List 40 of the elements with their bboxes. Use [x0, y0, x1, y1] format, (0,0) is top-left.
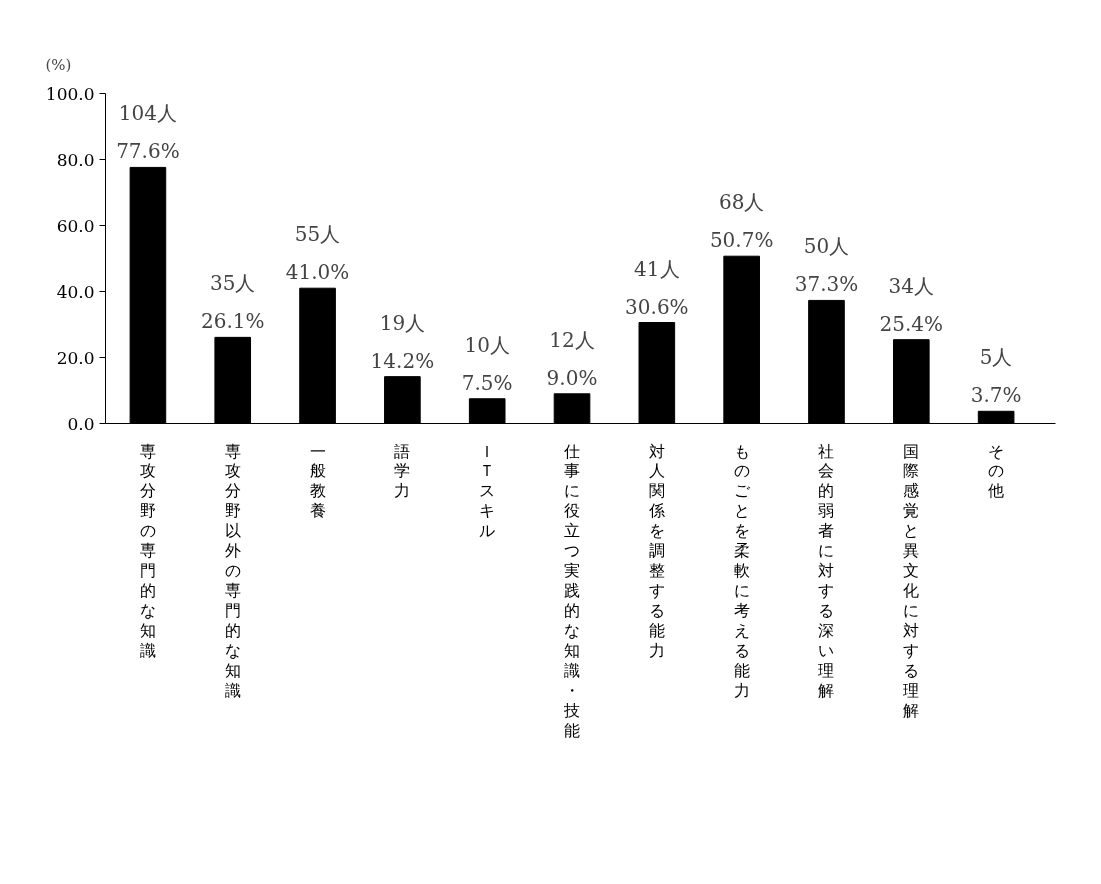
y-tick-label: 0.0 — [67, 413, 95, 434]
data-label: 30.6% — [625, 294, 689, 319]
category-label: 専攻分野以外の専門的な知識 — [224, 441, 241, 700]
annotation: 50人 — [803, 234, 850, 259]
data-label: 50.7% — [709, 228, 774, 253]
y-tick-label: 80.0 — [56, 149, 95, 170]
x-tick-label: 語学力 — [394, 441, 411, 501]
category-label: 対人関係を調整する能力 — [648, 441, 665, 660]
data-label: 9.0% — [546, 365, 598, 390]
annotation: 5人 — [979, 345, 1013, 370]
annotation: 35人 — [210, 271, 256, 296]
annotation: 55人 — [294, 222, 341, 247]
data-label: 37.3% — [794, 272, 859, 297]
x-tick-label: その他 — [988, 441, 1005, 501]
y-tick-label: 60.0 — [56, 215, 95, 236]
data-label: 3.7% — [970, 383, 1022, 408]
data-label: 41.0% — [285, 260, 350, 285]
x-tick-label: 一般教養 — [309, 441, 326, 521]
category-label: 社会的弱者に対する深い理解 — [818, 441, 835, 700]
category-label: 国際感覚と異文化に対する理解 — [903, 441, 920, 720]
annotation: 104人 — [118, 101, 178, 126]
category-label: ものごとを柔軟に考える能力 — [733, 441, 750, 700]
y-tick-label: 100.0 — [45, 83, 95, 104]
y-tick-label: 40.0 — [56, 281, 95, 302]
annotation: 19人 — [379, 310, 426, 335]
annotation: 34人 — [888, 273, 935, 298]
annotation: 41人 — [634, 256, 680, 281]
x-tick-label: ＩＴスキル — [479, 441, 496, 541]
y-tick-label: 20.0 — [56, 347, 95, 368]
annotation: 68人 — [718, 190, 765, 215]
annotation: 12人 — [549, 327, 595, 352]
data-label: 14.2% — [370, 348, 435, 373]
data-label: 25.4% — [879, 311, 944, 336]
data-label: 7.5% — [461, 370, 513, 395]
data-label: 77.6% — [116, 139, 180, 164]
y-axis-title: (%) — [45, 55, 72, 74]
category-label: 仕事に役立つ実践的な知識・技能 — [564, 441, 581, 740]
annotation: 10人 — [464, 332, 510, 357]
data-label: 26.1% — [200, 309, 265, 334]
category-label: 専攻分野の専門的な知識 — [139, 441, 156, 660]
